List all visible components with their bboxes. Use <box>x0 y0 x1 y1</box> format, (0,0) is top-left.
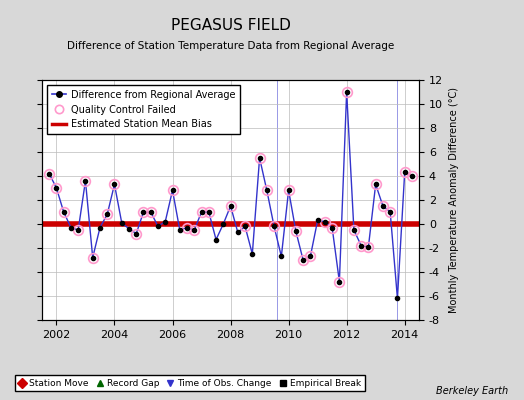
Text: PEGASUS FIELD: PEGASUS FIELD <box>171 18 290 34</box>
Legend: Station Move, Record Gap, Time of Obs. Change, Empirical Break: Station Move, Record Gap, Time of Obs. C… <box>15 375 365 392</box>
Y-axis label: Monthly Temperature Anomaly Difference (°C): Monthly Temperature Anomaly Difference (… <box>449 87 458 313</box>
Text: Berkeley Earth: Berkeley Earth <box>436 386 508 396</box>
Text: Difference of Station Temperature Data from Regional Average: Difference of Station Temperature Data f… <box>67 41 394 51</box>
Legend: Difference from Regional Average, Quality Control Failed, Estimated Station Mean: Difference from Regional Average, Qualit… <box>47 85 241 134</box>
